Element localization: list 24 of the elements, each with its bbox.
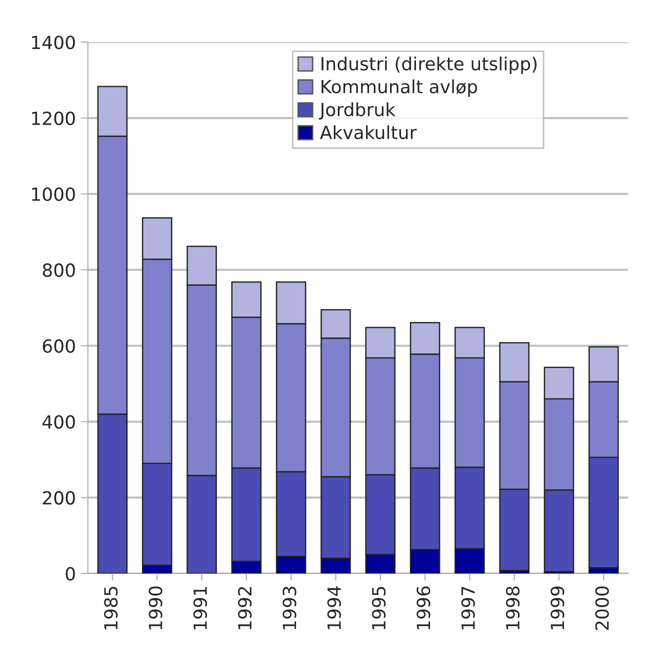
y-tick-label: 800 bbox=[42, 263, 75, 277]
x-tick-label: 1985 bbox=[104, 586, 118, 630]
y-tick-label: 0 bbox=[66, 566, 75, 581]
x-tick-label: 1996 bbox=[416, 586, 430, 630]
x-tick-label: 2000 bbox=[595, 586, 609, 630]
y-tick-label: 1200 bbox=[32, 111, 75, 126]
x-tick-label: 1993 bbox=[282, 586, 296, 630]
legend-label: Akvakultur bbox=[320, 125, 417, 140]
x-tick-label: 1990 bbox=[148, 586, 162, 630]
x-tick-label: 1995 bbox=[372, 586, 386, 630]
y-tick-label: 200 bbox=[42, 491, 75, 505]
y-tick-label: 1400 bbox=[32, 36, 75, 50]
x-tick-label: 1999 bbox=[550, 586, 564, 630]
y-tick-label: 400 bbox=[42, 415, 75, 429]
x-tick-label: 1998 bbox=[506, 586, 520, 630]
y-tick-label: 600 bbox=[42, 339, 75, 353]
legend-label: Jordbruk bbox=[318, 102, 396, 120]
y-tick-label: 1000 bbox=[32, 187, 75, 202]
x-tick-label: 1991 bbox=[193, 586, 207, 630]
legend-label: Kommunalt avløp bbox=[322, 79, 478, 97]
x-tick-label: 1994 bbox=[327, 586, 341, 630]
x-tick-label: 1992 bbox=[238, 587, 252, 630]
x-tick-label: 1997 bbox=[461, 586, 475, 630]
legend-label: Industri (direkte utslipp) bbox=[322, 56, 537, 74]
